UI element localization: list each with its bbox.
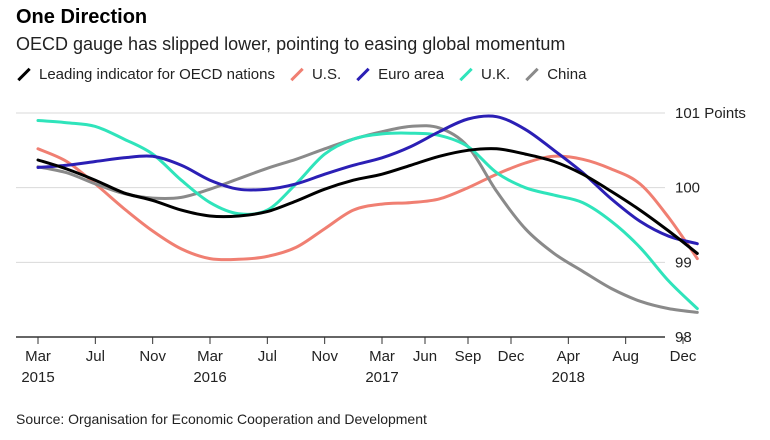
x-tick-label: Nov [311, 348, 338, 365]
x-tick-year-label: 2018 [552, 369, 585, 386]
legend-label: China [547, 66, 587, 83]
x-tick-label: Jul [86, 348, 105, 365]
legend-label: Leading indicator for OECD nations [39, 66, 275, 83]
x-tick-label: Dec [670, 348, 697, 365]
x-tick-label: Apr [557, 348, 580, 365]
y-tick-label: 101 Points [675, 105, 746, 122]
series-line-leading-indicator-for-oecd-nations [36, 147, 699, 255]
y-tick-label: 100 [675, 180, 700, 197]
legend-item-u-k: U.K. [458, 66, 510, 83]
legend-label: U.S. [311, 66, 342, 83]
x-tick-label: Jun [413, 348, 437, 365]
x-tick-label: Nov [139, 348, 166, 365]
chart-title: One Direction [16, 6, 148, 28]
legend-label: Euro area [378, 66, 445, 83]
x-tick-label: Mar [25, 348, 51, 365]
x-tick-year-label: 2015 [21, 369, 54, 386]
y-tick-label: 99 [675, 254, 692, 271]
series-line-u-s [36, 147, 699, 262]
chart-subtitle: OECD gauge has slipped lower, pointing t… [16, 34, 566, 54]
x-tick-label: Aug [612, 348, 639, 365]
x-tick-label: Jul [258, 348, 277, 365]
series-line-u-k [36, 119, 699, 311]
legend: Leading indicator for OECD nations U.S. Eu… [16, 66, 600, 83]
x-tick-label: Sep [455, 348, 482, 365]
legend-item-euro-area: Euro area [355, 66, 444, 83]
x-tick-label: Mar [197, 348, 223, 365]
legend-item-china: China [524, 66, 586, 83]
x-tick-label: Mar [369, 348, 395, 365]
x-tick-label: Dec [498, 348, 525, 365]
legend-item-leading-indicator-for-oecd-nations: Leading indicator for OECD nations [16, 66, 275, 83]
x-tick-year-label: 2016 [193, 369, 226, 386]
x-tick-year-label: 2017 [365, 369, 398, 386]
legend-label: U.K. [481, 66, 511, 83]
source-note: Source: Organisation for Economic Cooper… [16, 411, 427, 427]
legend-item-u-s: U.S. [289, 66, 341, 83]
